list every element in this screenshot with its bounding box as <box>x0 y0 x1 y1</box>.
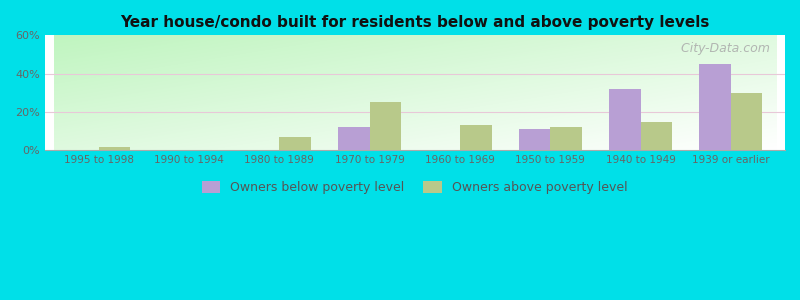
Bar <box>550 128 582 150</box>
Bar <box>609 89 641 150</box>
Legend: Owners below poverty level, Owners above poverty level: Owners below poverty level, Owners above… <box>197 176 633 199</box>
Bar <box>460 125 491 150</box>
Bar <box>338 128 370 150</box>
Text: City-Data.com: City-Data.com <box>674 42 770 55</box>
Bar <box>731 93 762 150</box>
Bar <box>699 64 731 150</box>
Bar <box>279 137 311 150</box>
Title: Year house/condo built for residents below and above poverty levels: Year house/condo built for residents bel… <box>120 15 710 30</box>
Bar <box>370 102 402 150</box>
Bar <box>518 129 550 150</box>
Bar <box>98 146 130 150</box>
Bar <box>641 122 672 150</box>
